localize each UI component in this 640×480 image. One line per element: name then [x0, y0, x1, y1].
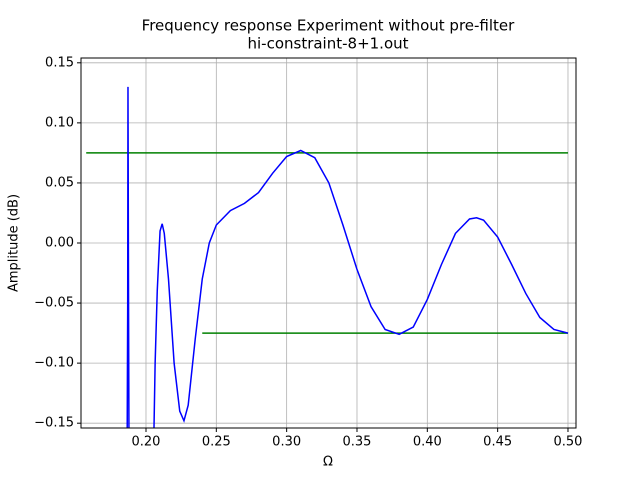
x-tick-label: 0.40 — [413, 435, 442, 450]
grid — [81, 58, 576, 428]
y-axis-label: Amplitude (dB) — [7, 194, 22, 292]
x-tick-label: 0.25 — [202, 435, 231, 450]
y-tick-label: 0.15 — [45, 55, 74, 70]
x-tick-label: 0.50 — [554, 435, 583, 450]
y-tick-label: −0.15 — [34, 416, 74, 431]
x-tick-label: 0.45 — [483, 435, 512, 450]
x-axis-label: Ω — [323, 455, 333, 470]
plot-area — [86, 86, 569, 428]
x-tick-label: 0.20 — [132, 435, 161, 450]
y-tick-label: −0.05 — [34, 296, 74, 311]
chart-subtitle: hi-constraint-8+1.out — [247, 35, 408, 53]
x-tick-label: 0.30 — [272, 435, 301, 450]
chart-title: Frequency response Experiment without pr… — [142, 17, 515, 35]
x-tick-label: 0.35 — [343, 435, 372, 450]
series-line — [126, 86, 569, 428]
y-tick-label: −0.10 — [34, 356, 74, 371]
y-tick-label: 0.00 — [45, 236, 74, 251]
y-tick-label: 0.10 — [45, 115, 74, 130]
y-tick-label: 0.05 — [45, 175, 74, 190]
